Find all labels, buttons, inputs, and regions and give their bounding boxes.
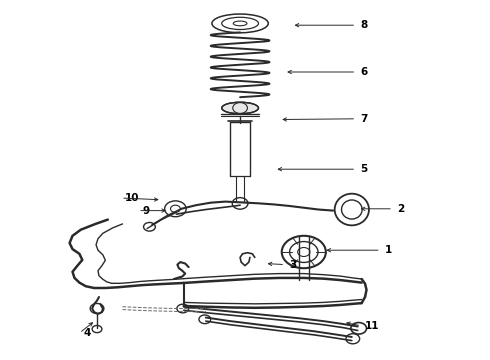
Text: 10: 10 [125,193,140,203]
Text: 2: 2 [397,204,404,214]
Text: 3: 3 [289,260,296,270]
Text: 1: 1 [385,245,392,255]
Text: 8: 8 [360,20,368,30]
Text: 9: 9 [142,206,149,216]
Text: 6: 6 [360,67,368,77]
Text: 5: 5 [360,164,368,174]
Text: 11: 11 [365,321,380,331]
Text: 7: 7 [360,114,368,124]
Ellipse shape [221,102,259,114]
Text: 4: 4 [83,328,91,338]
